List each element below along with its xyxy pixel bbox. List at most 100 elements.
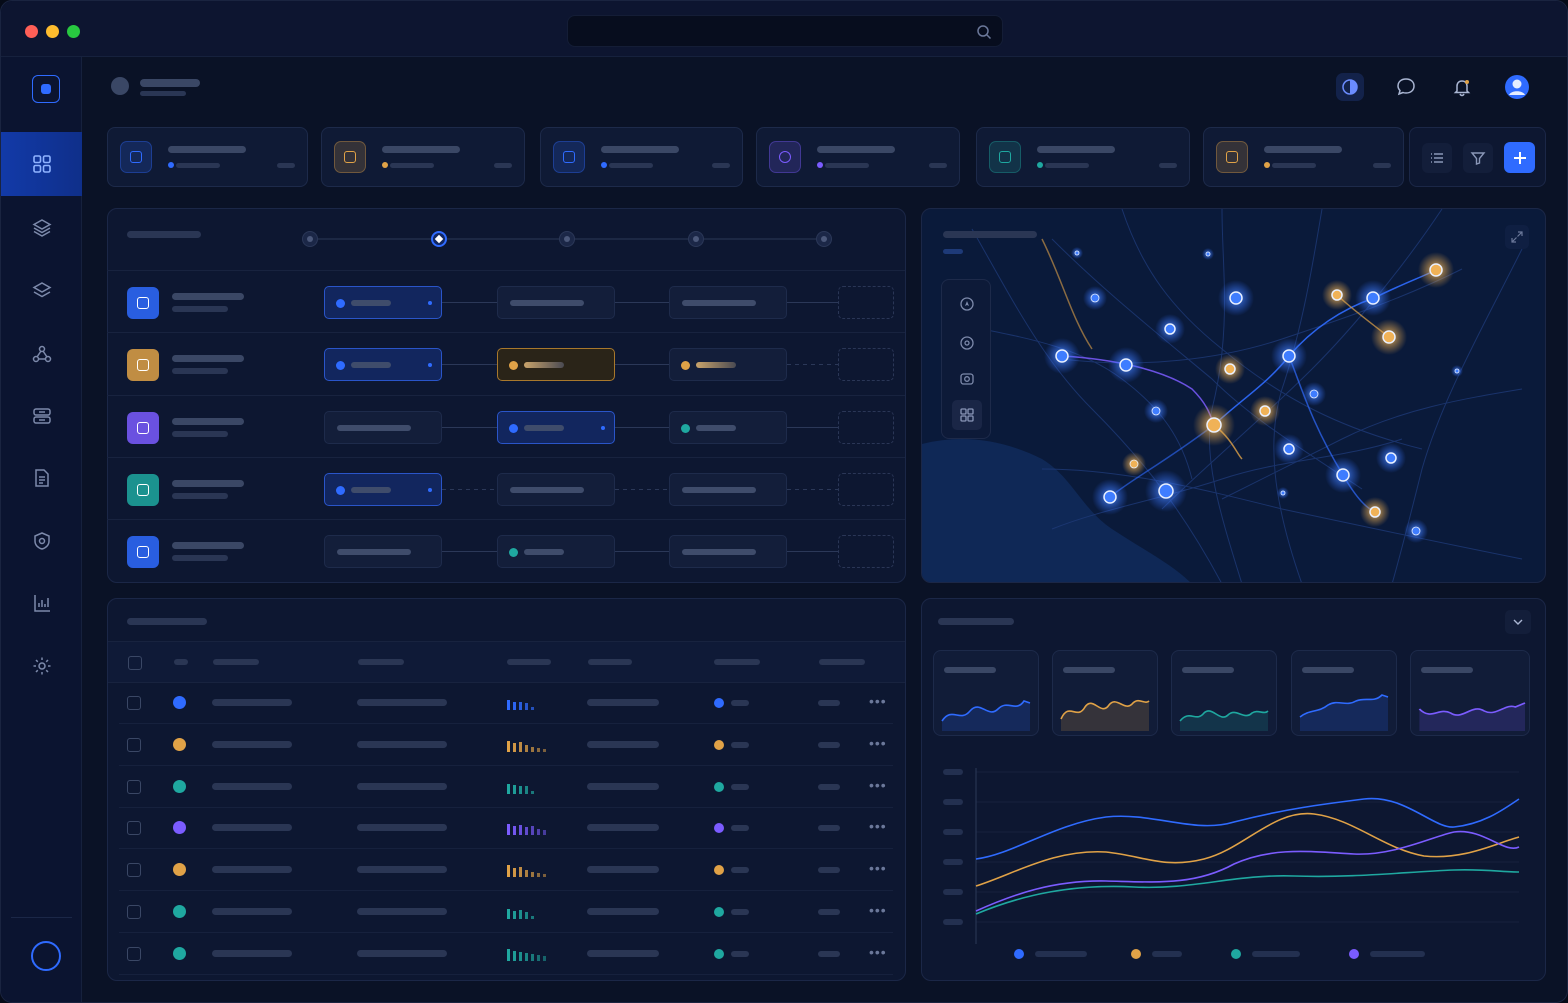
row-checkbox[interactable] [127,779,141,794]
row-checkbox[interactable] [127,821,141,836]
messages-button[interactable] [1392,73,1420,101]
sparkline-card[interactable] [1410,650,1530,736]
search-input[interactable] [567,15,1003,47]
row-checkbox[interactable] [127,696,141,710]
profile-button[interactable] [31,941,61,971]
list-view-button[interactable] [1422,143,1452,173]
row-checkbox[interactable] [127,946,141,961]
workflow-node[interactable] [669,348,787,382]
filter-button[interactable] [1463,143,1493,173]
column-header[interactable] [174,659,188,665]
table-row[interactable]: ••• [107,724,905,766]
workflow-node[interactable] [324,348,442,382]
table-row[interactable]: ••• [107,891,905,933]
row-more-icon[interactable]: ••• [869,902,887,918]
sidebar-item-servers[interactable] [1,384,82,448]
summary-card[interactable] [1203,127,1404,187]
workflow-node[interactable] [497,348,615,382]
workflow-row[interactable] [107,519,905,581]
workspace-avatar[interactable] [111,77,129,95]
table-row[interactable]: ••• [107,933,905,975]
sidebar-item-reports[interactable] [1,571,82,635]
map-tool-scan[interactable] [952,400,982,430]
row-more-icon[interactable]: ••• [869,943,887,960]
workflow-node[interactable] [838,348,894,382]
workflow-node[interactable] [324,410,442,444]
table-row[interactable]: ••• [107,766,905,808]
user-avatar-button[interactable] [1503,73,1531,101]
map-expand-button[interactable] [1505,225,1529,249]
workflow-node[interactable] [497,410,615,444]
sparkline-card[interactable] [1291,650,1397,736]
sparkline-card[interactable] [933,650,1039,736]
workflow-row[interactable] [107,332,905,394]
workflow-node[interactable] [669,535,787,569]
workflow-step[interactable] [430,231,447,247]
summary-card[interactable] [107,127,308,187]
column-header[interactable] [213,659,259,665]
column-header[interactable] [819,659,865,665]
row-more-icon[interactable]: ••• [869,734,887,751]
summary-card[interactable] [756,127,960,187]
column-header[interactable] [507,659,551,665]
sparkline-card[interactable] [1171,650,1277,736]
app-logo[interactable] [32,75,60,103]
workflow-node[interactable] [838,535,894,569]
table-row[interactable]: ••• [107,849,905,892]
summary-card[interactable] [976,127,1190,187]
row-checkbox[interactable] [127,863,141,878]
sparkline-card[interactable] [1052,650,1158,736]
sidebar-item-documents[interactable] [1,446,82,510]
column-header[interactable] [358,659,404,665]
workflow-step[interactable] [816,231,832,247]
column-header[interactable] [714,659,760,665]
theme-toggle-button[interactable] [1336,73,1364,101]
table-row[interactable]: ••• [107,807,905,850]
workflow-row[interactable] [107,456,905,519]
table-row[interactable]: ••• [107,682,905,724]
map-panel[interactable] [921,208,1546,583]
notifications-button[interactable] [1448,73,1476,101]
workflow-row[interactable] [107,394,905,457]
workflow-node[interactable] [838,410,894,444]
analytics-dropdown-button[interactable] [1505,610,1531,634]
zoom-window-button[interactable] [67,25,80,38]
workflow-node[interactable] [497,286,615,319]
sidebar-item-layers[interactable] [1,196,82,260]
map-tool-locate[interactable] [955,292,979,316]
workflow-row[interactable] [107,270,905,332]
row-checkbox[interactable] [127,905,141,919]
workflow-step[interactable] [559,231,575,247]
workflow-node[interactable] [497,472,615,506]
row-checkbox[interactable] [127,737,141,752]
map-canvas[interactable] [922,209,1546,583]
row-more-icon[interactable]: ••• [869,818,887,835]
workflow-node[interactable] [669,410,787,444]
minimize-window-button[interactable] [46,25,59,38]
sidebar-item-network[interactable] [1,322,82,386]
column-header[interactable] [588,659,632,665]
map-tool-pin[interactable] [955,331,979,355]
workflow-node[interactable] [324,535,442,569]
row-more-icon[interactable]: ••• [869,776,887,793]
workflow-node[interactable] [669,286,787,319]
add-button[interactable] [1504,142,1535,173]
row-more-icon[interactable]: ••• [869,860,887,877]
select-all-checkbox[interactable] [128,656,142,670]
map-tool-camera[interactable] [955,367,979,391]
workflow-step[interactable] [302,231,318,247]
workflow-node[interactable] [838,472,894,506]
workflow-node[interactable] [324,472,442,506]
workflow-node[interactable] [497,535,615,569]
summary-card[interactable] [321,127,525,187]
workflow-node[interactable] [838,286,894,319]
row-more-icon[interactable]: ••• [869,693,887,709]
workflow-step[interactable] [687,231,704,247]
summary-card[interactable] [540,127,743,187]
sidebar-item-settings[interactable] [1,634,82,698]
close-window-button[interactable] [25,25,38,38]
workflow-node[interactable] [324,286,442,319]
sidebar-item-security[interactable] [1,509,82,573]
workflow-node[interactable] [669,472,787,506]
sidebar-item-stack[interactable] [1,259,82,323]
